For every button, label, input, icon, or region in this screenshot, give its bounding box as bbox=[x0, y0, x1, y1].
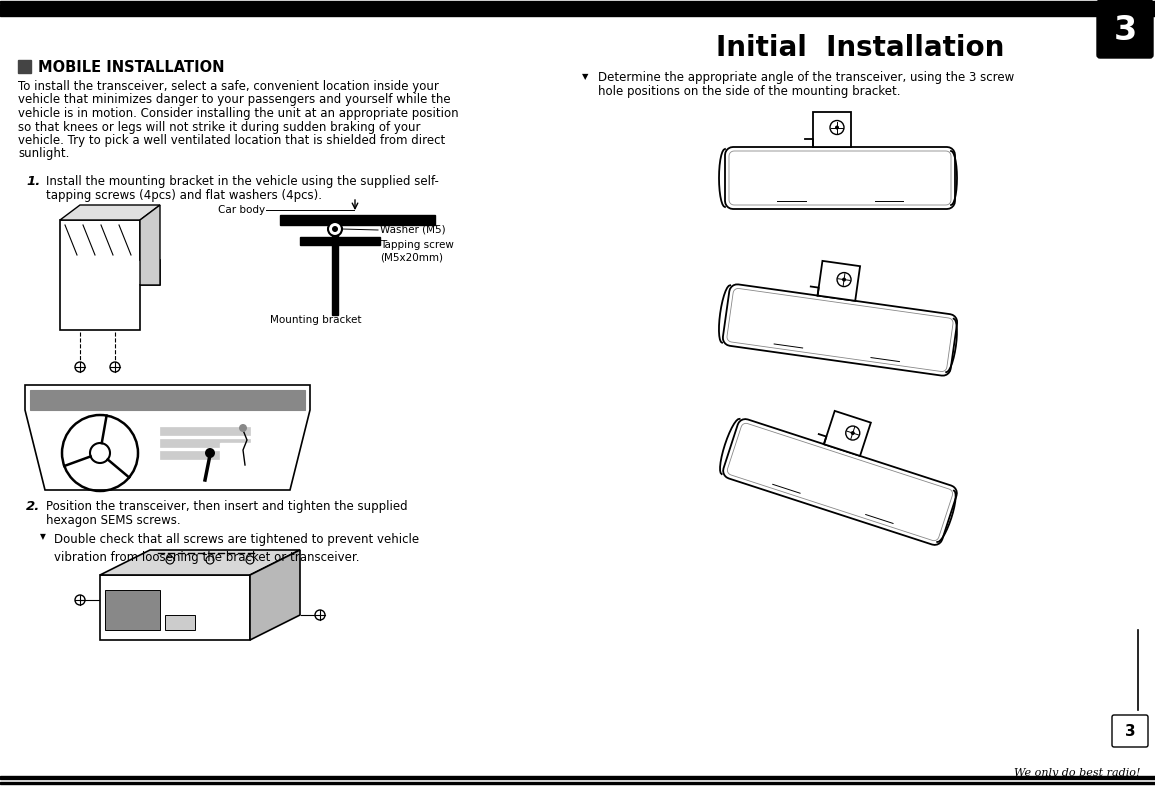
Text: ▼: ▼ bbox=[40, 532, 46, 541]
Text: sunlight.: sunlight. bbox=[18, 147, 69, 161]
Bar bbox=[105, 590, 161, 630]
Polygon shape bbox=[824, 411, 871, 456]
Polygon shape bbox=[725, 147, 955, 209]
Polygon shape bbox=[249, 550, 300, 640]
Bar bbox=[161, 451, 249, 459]
Bar bbox=[219, 443, 285, 465]
FancyBboxPatch shape bbox=[1097, 0, 1153, 58]
Bar bbox=[280, 215, 435, 225]
Polygon shape bbox=[25, 385, 310, 490]
Polygon shape bbox=[723, 419, 956, 545]
Polygon shape bbox=[818, 260, 860, 301]
Bar bbox=[155, 412, 255, 487]
Bar bbox=[30, 390, 305, 410]
Text: hole positions on the side of the mounting bracket.: hole positions on the side of the mounti… bbox=[598, 85, 901, 98]
Text: vehicle that minimizes danger to your passengers and yourself while the: vehicle that minimizes danger to your pa… bbox=[18, 94, 450, 106]
Text: hexagon SEMS screws.: hexagon SEMS screws. bbox=[46, 514, 180, 527]
Circle shape bbox=[331, 226, 338, 232]
Bar bbox=[300, 237, 380, 245]
Polygon shape bbox=[813, 112, 851, 147]
Text: Washer (M5): Washer (M5) bbox=[380, 225, 446, 235]
Bar bbox=[165, 615, 195, 630]
Circle shape bbox=[328, 222, 342, 236]
Circle shape bbox=[204, 448, 215, 458]
Polygon shape bbox=[100, 550, 300, 575]
Bar bbox=[331, 235, 338, 315]
Text: Tapping screw: Tapping screw bbox=[380, 240, 454, 250]
Text: so that knees or legs will not strike it during sudden braking of your: so that knees or legs will not strike it… bbox=[18, 120, 420, 134]
Bar bbox=[0, 1, 1155, 3]
Polygon shape bbox=[723, 284, 957, 375]
Bar bbox=[0, 776, 1155, 779]
Text: ▼: ▼ bbox=[582, 72, 589, 81]
Circle shape bbox=[835, 125, 839, 130]
Text: 3: 3 bbox=[1125, 723, 1135, 738]
Text: Double check that all screws are tightened to prevent vehicle
vibration from loo: Double check that all screws are tighten… bbox=[54, 533, 419, 564]
Bar bbox=[161, 439, 249, 447]
Text: Install the mounting bracket in the vehicle using the supplied self-: Install the mounting bracket in the vehi… bbox=[46, 175, 439, 188]
Text: (M5x20mm): (M5x20mm) bbox=[380, 252, 444, 262]
Text: To install the transceiver, select a safe, convenient location inside your: To install the transceiver, select a saf… bbox=[18, 80, 439, 93]
Text: We only do best radio!: We only do best radio! bbox=[1013, 768, 1140, 778]
Circle shape bbox=[239, 424, 247, 432]
Text: Position the transceiver, then insert and tighten the supplied: Position the transceiver, then insert an… bbox=[46, 500, 408, 513]
Text: Mounting bracket: Mounting bracket bbox=[270, 315, 362, 325]
Text: vehicle is in motion. Consider installing the unit at an appropriate position: vehicle is in motion. Consider installin… bbox=[18, 107, 459, 120]
Text: vehicle. Try to pick a well ventilated location that is shielded from direct: vehicle. Try to pick a well ventilated l… bbox=[18, 134, 445, 147]
Bar bbox=[161, 427, 249, 435]
Bar bbox=[100, 575, 249, 640]
Text: Car body: Car body bbox=[218, 205, 264, 215]
Text: 3: 3 bbox=[1113, 14, 1137, 47]
Text: Determine the appropriate angle of the transceiver, using the 3 screw: Determine the appropriate angle of the t… bbox=[598, 71, 1014, 84]
Polygon shape bbox=[140, 205, 161, 285]
Text: Initial  Installation: Initial Installation bbox=[716, 34, 1004, 62]
Text: 2.: 2. bbox=[27, 500, 40, 513]
FancyBboxPatch shape bbox=[1112, 715, 1148, 747]
Circle shape bbox=[851, 431, 855, 435]
Bar bbox=[0, 782, 1155, 784]
Circle shape bbox=[842, 278, 847, 282]
Polygon shape bbox=[60, 205, 161, 220]
Bar bbox=[18, 60, 31, 73]
Text: MOBILE INSTALLATION: MOBILE INSTALLATION bbox=[38, 60, 224, 75]
Text: tapping screws (4pcs) and flat washers (4pcs).: tapping screws (4pcs) and flat washers (… bbox=[46, 189, 322, 202]
Text: 1.: 1. bbox=[27, 175, 40, 188]
Bar bbox=[0, 4, 1155, 16]
